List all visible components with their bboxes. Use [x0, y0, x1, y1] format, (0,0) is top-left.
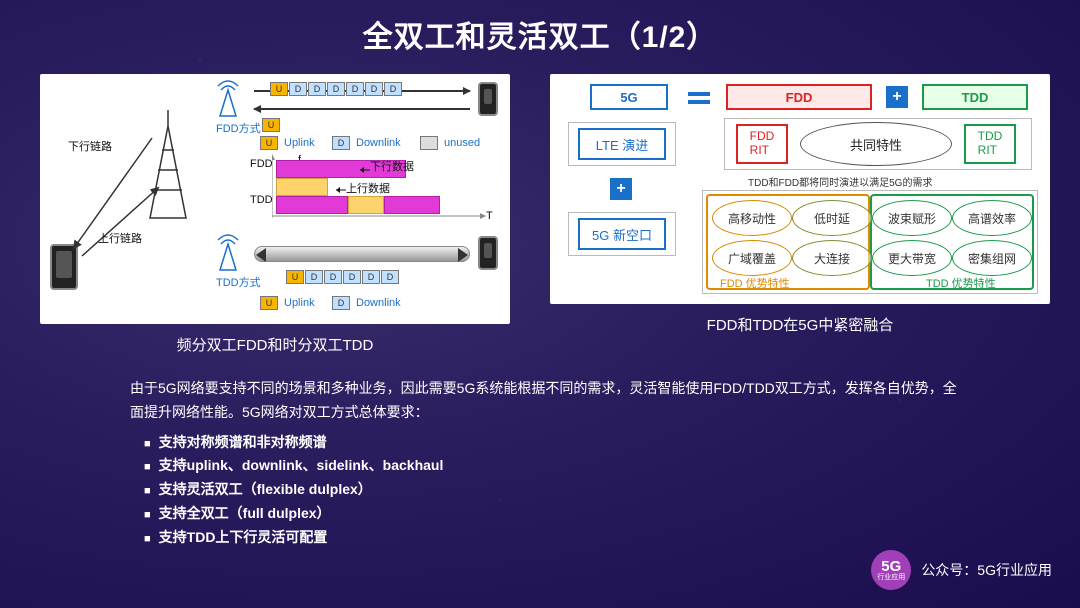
plus-icon: +: [886, 86, 908, 108]
uplink-path-label: 上行链路: [98, 230, 142, 246]
slot-u: U: [270, 82, 288, 96]
legend-g: [420, 136, 438, 150]
feature-bubble: 高谱效率: [952, 200, 1032, 236]
antenna-icon: [214, 234, 242, 272]
logo-main: 5G: [881, 559, 901, 574]
phone-icon: [478, 236, 498, 270]
tdd-adv-label: TDD 优势特性: [926, 275, 996, 291]
slot-d: D: [305, 270, 323, 284]
arrow-icon: [358, 164, 372, 178]
fdd-axis-label: FDD: [250, 158, 273, 170]
box-fdd-rit: FDD RIT: [736, 124, 788, 164]
dl-band-2: [276, 196, 348, 214]
footer-text: 公众号：5G行业应用: [921, 560, 1052, 580]
left-caption: 频分双工FDD和时分双工TDD: [177, 334, 374, 355]
box-lte: LTE 演进: [578, 128, 666, 160]
box-tdd: TDD: [922, 84, 1028, 110]
feature-bubble: 波束赋形: [872, 200, 952, 236]
bullet-item: 支持灵活双工（flexible dulplex）: [130, 478, 960, 502]
footer: 5G 行业应用 公众号：5G行业应用: [871, 550, 1052, 590]
feature-bubble: 大连接: [792, 240, 872, 276]
tdd-axis-label: TDD: [250, 194, 273, 206]
bidir-arrows-icon: [250, 246, 474, 264]
note-text: TDD和FDD都将同时演进以满足5G的需求: [748, 174, 932, 189]
paragraph: 由于5G网络要支持不同的场景和多种业务，因此需要5G系统能根据不同的需求，灵活智…: [130, 377, 960, 425]
ul-band-2: [348, 196, 384, 214]
box-fdd: FDD: [726, 84, 872, 110]
bullet-item: 支持TDD上下行灵活可配置: [130, 526, 960, 550]
feature-bubble: 更大带宽: [872, 240, 952, 276]
bullet-list: 支持对称频谱和非对称频谱支持uplink、downlink、sidelink、b…: [130, 431, 960, 550]
bullet-item: 支持uplink、downlink、sidelink、backhaul: [130, 454, 960, 478]
slot-u: U: [262, 118, 280, 132]
down-data-label: 下行数据: [370, 158, 414, 174]
antenna-icon: [214, 80, 242, 118]
slot-d: D: [381, 270, 399, 284]
dl-band-3: [384, 196, 440, 214]
fdd-adv-label: FDD 优势特性: [720, 275, 790, 291]
right-caption: FDD和TDD在5G中紧密融合: [707, 314, 894, 335]
box-tdd-rit: TDD RIT: [964, 124, 1016, 164]
logo-5g-icon: 5G 行业应用: [871, 550, 911, 590]
slot-d: D: [327, 82, 345, 96]
feature-bubble: 低时延: [792, 200, 872, 236]
page-title: 全双工和灵活双工（1/2）: [0, 0, 1080, 56]
bullet-item: 支持对称频谱和非对称频谱: [130, 431, 960, 455]
downlink-legend: Downlink: [356, 297, 401, 309]
unused-legend: unused: [444, 137, 480, 149]
legend-d: D: [332, 296, 350, 310]
diagram-row: 下行链路 上行链路 UDDDDDD U FDD方式 U Uplink D Dow…: [0, 56, 1080, 363]
slot-d: D: [346, 82, 364, 96]
up-data-label: 上行数据: [346, 180, 390, 196]
shared-ellipse: 共同特性: [800, 122, 952, 166]
downlink-legend: Downlink: [356, 137, 401, 149]
legend-u: U: [260, 136, 278, 150]
tdd-mode-label: TDD方式: [216, 274, 261, 290]
slot-u: U: [286, 270, 304, 284]
slot-d: D: [324, 270, 342, 284]
slot-d: D: [308, 82, 326, 96]
body-text: 由于5G网络要支持不同的场景和多种业务，因此需要5G系统能根据不同的需求，灵活智…: [0, 363, 1080, 550]
slot-d: D: [365, 82, 383, 96]
feature-bubble: 密集组网: [952, 240, 1032, 276]
bullet-item: 支持全双工（full dulplex）: [130, 502, 960, 526]
uplink-legend: Uplink: [284, 137, 315, 149]
slot-d: D: [362, 270, 380, 284]
legend-u: U: [260, 296, 278, 310]
plus-icon: +: [610, 178, 632, 200]
arrow-icon: [254, 108, 470, 110]
uplink-legend: Uplink: [284, 297, 315, 309]
logo-sub: 行业应用: [877, 574, 905, 581]
box-nr: 5G 新空口: [578, 218, 666, 250]
feature-bubble: 广域覆盖: [712, 240, 792, 276]
left-diagram: 下行链路 上行链路 UDDDDDD U FDD方式 U Uplink D Dow…: [40, 74, 510, 324]
downlink-path-label: 下行链路: [68, 138, 112, 154]
feature-bubble: 高移动性: [712, 200, 792, 236]
t-axis-label: T: [486, 210, 493, 222]
legend-d: D: [332, 136, 350, 150]
fdd-mode-label: FDD方式: [216, 120, 261, 136]
phone-icon: [478, 82, 498, 116]
ul-band-1: [276, 178, 328, 196]
arrow-icon: [334, 184, 348, 198]
slot-d: D: [384, 82, 402, 96]
right-diagram: 5G FDD + TDD LTE 演进 FDD RIT TDD RIT 共同特性…: [550, 74, 1050, 304]
slot-d: D: [343, 270, 361, 284]
slot-d: D: [289, 82, 307, 96]
equals-icon: [688, 92, 710, 104]
box-5g: 5G: [590, 84, 668, 110]
